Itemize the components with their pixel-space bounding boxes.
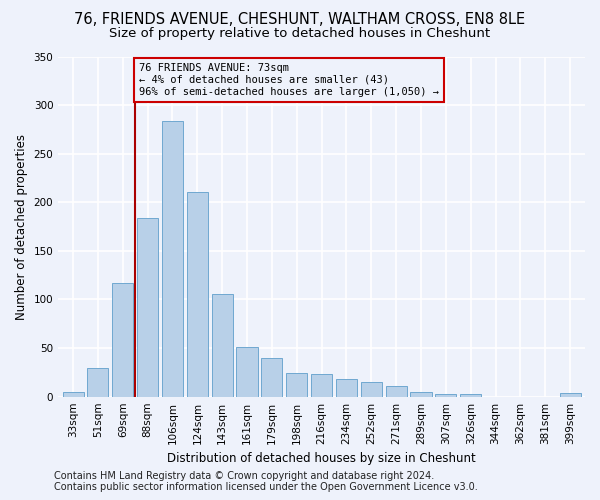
Text: Contains HM Land Registry data © Crown copyright and database right 2024.
Contai: Contains HM Land Registry data © Crown c… bbox=[54, 471, 478, 492]
Bar bbox=[386, 386, 407, 396]
Text: 76 FRIENDS AVENUE: 73sqm
← 4% of detached houses are smaller (43)
96% of semi-de: 76 FRIENDS AVENUE: 73sqm ← 4% of detache… bbox=[139, 64, 439, 96]
Text: Size of property relative to detached houses in Cheshunt: Size of property relative to detached ho… bbox=[109, 28, 491, 40]
Y-axis label: Number of detached properties: Number of detached properties bbox=[15, 134, 28, 320]
Bar bbox=[286, 374, 307, 396]
X-axis label: Distribution of detached houses by size in Cheshunt: Distribution of detached houses by size … bbox=[167, 452, 476, 465]
Bar bbox=[212, 294, 233, 397]
Bar bbox=[311, 374, 332, 396]
Bar bbox=[410, 392, 431, 396]
Bar bbox=[460, 394, 481, 396]
Bar bbox=[336, 379, 357, 396]
Bar bbox=[62, 392, 83, 396]
Bar bbox=[435, 394, 457, 396]
Bar bbox=[560, 393, 581, 396]
Bar bbox=[187, 192, 208, 396]
Text: 76, FRIENDS AVENUE, CHESHUNT, WALTHAM CROSS, EN8 8LE: 76, FRIENDS AVENUE, CHESHUNT, WALTHAM CR… bbox=[74, 12, 526, 28]
Bar bbox=[137, 218, 158, 396]
Bar bbox=[262, 358, 283, 397]
Bar bbox=[112, 283, 133, 397]
Bar bbox=[236, 347, 257, 397]
Bar bbox=[162, 120, 183, 396]
Bar bbox=[361, 382, 382, 396]
Bar bbox=[88, 368, 109, 396]
